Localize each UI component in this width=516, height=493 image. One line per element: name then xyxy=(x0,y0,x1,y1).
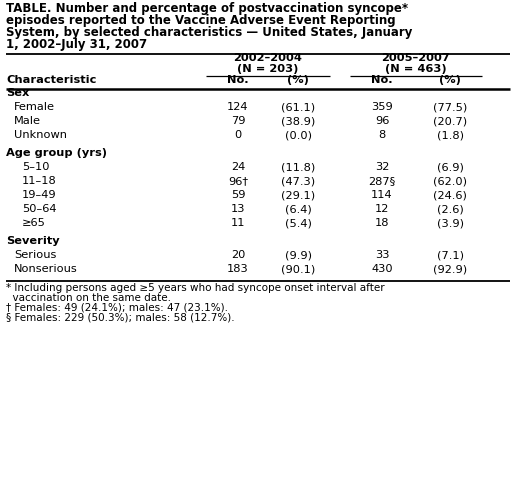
Text: 50–64: 50–64 xyxy=(22,204,56,214)
Text: episodes reported to the Vaccine Adverse Event Reporting: episodes reported to the Vaccine Adverse… xyxy=(6,14,396,27)
Text: 79: 79 xyxy=(231,116,245,126)
Text: (38.9): (38.9) xyxy=(281,116,315,126)
Text: 2002–2004: 2002–2004 xyxy=(234,53,302,63)
Text: (11.8): (11.8) xyxy=(281,162,315,172)
Text: 8: 8 xyxy=(378,130,385,140)
Text: 430: 430 xyxy=(371,264,393,274)
Text: 114: 114 xyxy=(371,190,393,200)
Text: † Females: 49 (24.1%); males: 47 (23.1%).: † Females: 49 (24.1%); males: 47 (23.1%)… xyxy=(6,303,228,313)
Text: System, by selected characteristics — United States, January: System, by selected characteristics — Un… xyxy=(6,26,412,39)
Text: ≥65: ≥65 xyxy=(22,218,46,228)
Text: 19–49: 19–49 xyxy=(22,190,57,200)
Text: 96: 96 xyxy=(375,116,389,126)
Text: 0: 0 xyxy=(234,130,241,140)
Text: (1.8): (1.8) xyxy=(437,130,463,140)
Text: Severity: Severity xyxy=(6,236,60,246)
Text: (61.1): (61.1) xyxy=(281,102,315,112)
Text: Unknown: Unknown xyxy=(14,130,67,140)
Text: (2.6): (2.6) xyxy=(437,204,463,214)
Text: (24.6): (24.6) xyxy=(433,190,467,200)
Text: 1, 2002–July 31, 2007: 1, 2002–July 31, 2007 xyxy=(6,38,147,51)
Text: (9.9): (9.9) xyxy=(284,250,312,260)
Text: (90.1): (90.1) xyxy=(281,264,315,274)
Text: (20.7): (20.7) xyxy=(433,116,467,126)
Text: Sex: Sex xyxy=(6,88,29,98)
Text: (92.9): (92.9) xyxy=(433,264,467,274)
Text: (N = 463): (N = 463) xyxy=(385,64,447,74)
Text: (%): (%) xyxy=(287,75,309,85)
Text: Serious: Serious xyxy=(14,250,56,260)
Text: (0.0): (0.0) xyxy=(284,130,312,140)
Text: vaccination on the same date.: vaccination on the same date. xyxy=(6,293,171,303)
Text: Characteristic: Characteristic xyxy=(6,75,96,85)
Text: 183: 183 xyxy=(227,264,249,274)
Text: (77.5): (77.5) xyxy=(433,102,467,112)
Text: (62.0): (62.0) xyxy=(433,176,467,186)
Text: 11–18: 11–18 xyxy=(22,176,57,186)
Text: (6.4): (6.4) xyxy=(285,204,311,214)
Text: 287§: 287§ xyxy=(368,176,396,186)
Text: 2005–2007: 2005–2007 xyxy=(382,53,450,63)
Text: 33: 33 xyxy=(375,250,389,260)
Text: 13: 13 xyxy=(231,204,245,214)
Text: (29.1): (29.1) xyxy=(281,190,315,200)
Text: 11: 11 xyxy=(231,218,245,228)
Text: 5–10: 5–10 xyxy=(22,162,50,172)
Text: No.: No. xyxy=(371,75,393,85)
Text: TABLE. Number and percentage of postvaccination syncope*: TABLE. Number and percentage of postvacc… xyxy=(6,2,408,15)
Text: (6.9): (6.9) xyxy=(437,162,463,172)
Text: (N = 203): (N = 203) xyxy=(237,64,299,74)
Text: * Including persons aged ≥5 years who had syncope onset interval after: * Including persons aged ≥5 years who ha… xyxy=(6,283,384,293)
Text: 124: 124 xyxy=(227,102,249,112)
Text: § Females: 229 (50.3%); males: 58 (12.7%).: § Females: 229 (50.3%); males: 58 (12.7%… xyxy=(6,313,235,323)
Text: 18: 18 xyxy=(375,218,389,228)
Text: (7.1): (7.1) xyxy=(437,250,463,260)
Text: (47.3): (47.3) xyxy=(281,176,315,186)
Text: 359: 359 xyxy=(371,102,393,112)
Text: 32: 32 xyxy=(375,162,389,172)
Text: (5.4): (5.4) xyxy=(284,218,312,228)
Text: Female: Female xyxy=(14,102,55,112)
Text: Male: Male xyxy=(14,116,41,126)
Text: Nonserious: Nonserious xyxy=(14,264,78,274)
Text: 59: 59 xyxy=(231,190,245,200)
Text: Age group (yrs): Age group (yrs) xyxy=(6,148,107,158)
Text: 12: 12 xyxy=(375,204,389,214)
Text: 96†: 96† xyxy=(228,176,248,186)
Text: 24: 24 xyxy=(231,162,245,172)
Text: (%): (%) xyxy=(439,75,461,85)
Text: (3.9): (3.9) xyxy=(437,218,463,228)
Text: No.: No. xyxy=(227,75,249,85)
Text: 20: 20 xyxy=(231,250,245,260)
